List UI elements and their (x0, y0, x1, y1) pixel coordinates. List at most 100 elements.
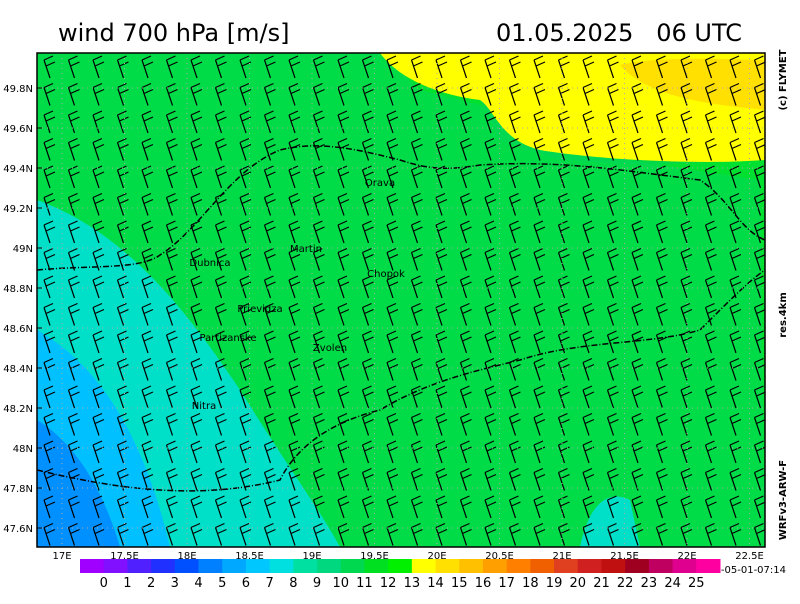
barb (582, 55, 595, 79)
barb (533, 247, 546, 271)
barb-shaft (729, 192, 742, 216)
barb-shaft (312, 275, 325, 299)
barb (753, 165, 765, 189)
barb (729, 522, 742, 546)
colorbar-swatch (317, 559, 342, 573)
barb-shaft (239, 82, 252, 106)
barb-shaft (190, 330, 203, 354)
barb (361, 82, 374, 106)
barb (729, 220, 742, 244)
barb-shaft (459, 522, 472, 546)
barb (704, 192, 717, 216)
colorbar-label: 20 (570, 576, 587, 591)
barb (753, 302, 765, 326)
barb-shaft (190, 495, 203, 519)
barb-shaft (141, 275, 154, 299)
barb-shaft (410, 275, 423, 299)
barb-shaft (410, 495, 423, 519)
barb (435, 412, 448, 436)
barb-shaft (92, 357, 105, 381)
barb (116, 247, 129, 271)
barb (557, 302, 570, 326)
barb (729, 247, 742, 271)
barb-shaft (655, 412, 668, 436)
barb-shaft (386, 302, 399, 326)
barb (92, 412, 105, 436)
barb (92, 357, 105, 381)
lat-label: 47.8N (3, 484, 33, 495)
barb (704, 302, 717, 326)
barb (582, 495, 595, 519)
barb-shaft (729, 330, 742, 354)
city-label: Prievidza (237, 304, 282, 315)
barb-shaft (67, 110, 80, 134)
barb (435, 467, 448, 491)
barb-shaft (484, 137, 497, 161)
barb-shaft (655, 110, 668, 134)
barb (508, 330, 521, 354)
barb-shaft (67, 522, 80, 546)
barb-shaft (288, 192, 301, 216)
barb (704, 82, 717, 106)
barb (141, 192, 154, 216)
barb-shaft (484, 165, 497, 189)
barb (557, 192, 570, 216)
barb-shaft (190, 302, 203, 326)
barb (655, 220, 668, 244)
barb-shaft (753, 110, 765, 134)
barb-shaft (680, 522, 693, 546)
barb-shaft (631, 55, 644, 79)
barb (43, 412, 56, 436)
barb (508, 440, 521, 464)
barb (386, 220, 399, 244)
barb-shaft (753, 495, 765, 519)
barb-shaft (582, 522, 595, 546)
barb (141, 165, 154, 189)
barb-shaft (606, 82, 619, 106)
barb-shaft (141, 137, 154, 161)
barb (582, 137, 595, 161)
barb-shaft (533, 55, 546, 79)
barb-shaft (116, 522, 129, 546)
barb-shaft (606, 357, 619, 381)
barb-shaft (263, 110, 276, 134)
barb-shaft (753, 275, 765, 299)
barb-shaft (312, 247, 325, 271)
barb (141, 82, 154, 106)
barb-shaft (361, 385, 374, 409)
barb (753, 467, 765, 491)
barb-shaft (606, 247, 619, 271)
barb (704, 247, 717, 271)
barb (533, 137, 546, 161)
barb (631, 357, 644, 381)
barb-shaft (67, 330, 80, 354)
barb (337, 385, 350, 409)
barb-shaft (655, 330, 668, 354)
barb (484, 495, 497, 519)
barb-shaft (459, 467, 472, 491)
barb (312, 302, 325, 326)
barb-shaft (288, 82, 301, 106)
barb-shaft (729, 220, 742, 244)
colorbar-label: 23 (641, 576, 658, 591)
barb (312, 522, 325, 546)
barb-shaft (141, 357, 154, 381)
barb-shaft (484, 247, 497, 271)
barb-shaft (729, 247, 742, 271)
barb-shaft (386, 137, 399, 161)
barb-shaft (704, 192, 717, 216)
barb-shaft (729, 137, 742, 161)
barb (729, 330, 742, 354)
barb-shaft (533, 302, 546, 326)
barb-shaft (606, 192, 619, 216)
barb (533, 495, 546, 519)
barb (704, 110, 717, 134)
barb-shaft (337, 220, 350, 244)
barb (410, 110, 423, 134)
barb (753, 385, 765, 409)
barb (239, 495, 252, 519)
barb (484, 137, 497, 161)
barb (410, 165, 423, 189)
barb-shaft (239, 467, 252, 491)
barb (753, 220, 765, 244)
